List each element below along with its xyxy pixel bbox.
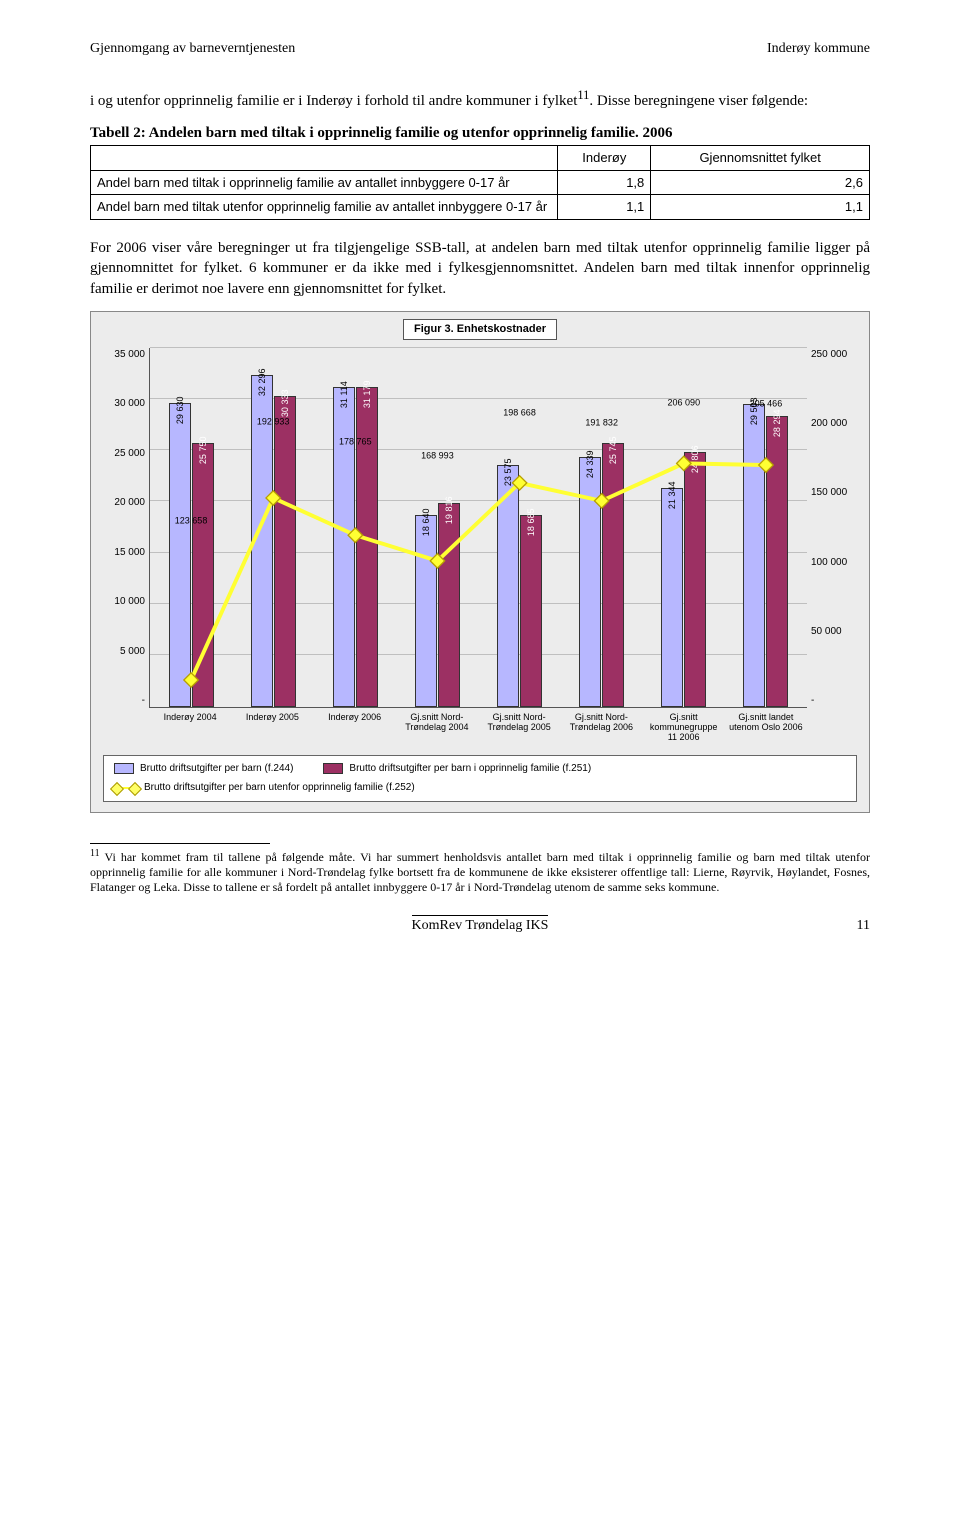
y-axis-right: 250 000200 000150 000100 00050 000- bbox=[807, 348, 857, 708]
page-header: Gjennomgang av barneverntjenesten Inderø… bbox=[90, 40, 870, 59]
table-row: Andel barn med tiltak i opprinnelig fami… bbox=[91, 170, 870, 195]
legend-item: Brutto driftsutgifter per barn i opprinn… bbox=[323, 762, 591, 776]
header-right: Inderøy kommune bbox=[767, 40, 870, 59]
body-paragraph: For 2006 viser våre beregninger ut fra t… bbox=[90, 238, 870, 299]
footnote-separator bbox=[90, 843, 270, 844]
header-left: Gjennomgang av barneverntjenesten bbox=[90, 40, 295, 59]
footnote: 11 Vi har kommet fram til tallene på føl… bbox=[90, 848, 870, 895]
x-axis-labels: Inderøy 2004Inderøy 2005Inderøy 2006Gj.s… bbox=[149, 708, 807, 743]
plot-area: 29 63025 75032 29630 33331 11431 17918 6… bbox=[149, 348, 807, 708]
data-table: Inderøy Gjennomsnittet fylket Andel barn… bbox=[90, 145, 870, 220]
chart-figure: Figur 3. Enhetskostnader 35 00030 00025 … bbox=[90, 311, 870, 813]
col-snitt: Gjennomsnittet fylket bbox=[651, 146, 870, 171]
table-row: Andel barn med tiltak utenfor opprinneli… bbox=[91, 195, 870, 220]
y-axis-left: 35 00030 00025 00020 00015 00010 0005 00… bbox=[103, 348, 149, 708]
swatch-icon bbox=[114, 763, 134, 774]
legend-item: Brutto driftsutgifter per barn utenfor o… bbox=[114, 781, 846, 795]
intro-paragraph: i og utenfor opprinnelig familie er i In… bbox=[90, 87, 870, 111]
chart-title: Figur 3. Enhetskostnader bbox=[403, 319, 557, 340]
swatch-line-icon bbox=[114, 787, 138, 789]
page-number: 11 bbox=[830, 917, 870, 936]
swatch-icon bbox=[323, 763, 343, 774]
footer-center: KomRev Trøndelag IKS bbox=[130, 917, 830, 936]
legend-item: Brutto driftsutgifter per barn (f.244) bbox=[114, 762, 293, 776]
page-footer: KomRev Trøndelag IKS 11 bbox=[90, 917, 870, 936]
col-inderoy: Inderøy bbox=[558, 146, 651, 171]
chart-legend: Brutto driftsutgifter per barn (f.244) B… bbox=[103, 755, 857, 802]
table-caption: Tabell 2: Andelen barn med tiltak i oppr… bbox=[90, 123, 870, 143]
